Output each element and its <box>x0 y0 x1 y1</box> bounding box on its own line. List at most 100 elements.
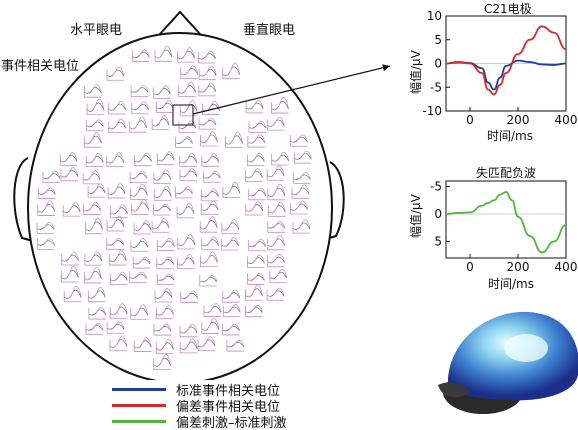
c21-xtick-label: 200 <box>507 113 530 127</box>
electrode-miniplot <box>106 238 125 250</box>
electrode-miniplot <box>134 152 152 167</box>
electrode-miniplot <box>177 234 196 250</box>
legend-swatch-standard <box>112 388 166 391</box>
mmn-ytick-label: 5 <box>434 235 442 249</box>
mmn-ytick-label: -5 <box>430 180 442 194</box>
left-ear <box>13 157 45 245</box>
electrode-miniplot <box>106 152 125 167</box>
electrode-miniplot <box>133 220 152 235</box>
electrode-miniplot <box>130 304 149 320</box>
electrode-miniplot <box>86 119 104 132</box>
electrode-miniplot <box>222 181 241 199</box>
electrode-miniplot <box>222 289 241 303</box>
electrode-miniplot <box>84 267 102 284</box>
electrode-miniplot <box>108 118 127 133</box>
electrode-miniplot <box>267 183 286 201</box>
electrode-miniplot <box>292 172 311 185</box>
electrode-miniplot <box>109 335 128 352</box>
electrode-miniplot <box>154 45 173 62</box>
label-erp: 事件相关电位 <box>1 59 80 74</box>
electrode-miniplot <box>131 101 150 115</box>
nose <box>159 10 201 35</box>
legend-swatch-deviant <box>112 404 166 407</box>
electrode-miniplot <box>248 238 267 252</box>
electrode-miniplot <box>83 84 102 98</box>
electrode-miniplot <box>245 168 263 183</box>
c21-ytick-label: -10 <box>422 104 442 118</box>
electrode-miniplot <box>267 254 285 268</box>
electrode-miniplot <box>151 115 170 131</box>
electrode-miniplot <box>290 200 308 215</box>
electrode-miniplot <box>179 338 198 354</box>
electrode-miniplot <box>153 185 172 202</box>
c21-xtick-label: 400 <box>555 113 578 127</box>
mmn-xtick-label: 200 <box>507 260 530 274</box>
c21-ytick-label: 0 <box>434 57 442 71</box>
legend-label: 标准事件相关电位 <box>176 384 281 399</box>
electrode-miniplot <box>198 50 216 64</box>
electrode-miniplot <box>247 134 266 148</box>
electrode-miniplot <box>88 307 107 320</box>
electrode-miniplot <box>201 153 220 167</box>
electrode-miniplot <box>153 323 172 336</box>
c21-chart-title: C21电极 <box>484 2 532 16</box>
electrode-miniplot <box>62 202 81 217</box>
electrode-miniplot <box>156 256 175 270</box>
label-horizontal-eog: 水平眼电 <box>70 23 123 38</box>
electrode-miniplot <box>222 323 240 336</box>
label-vertical-eog: 垂直眼电 <box>243 23 296 38</box>
mmn-chart-title: 失匹配负波 <box>476 166 537 180</box>
electrode-miniplot <box>153 85 171 99</box>
electrode-miniplot <box>226 340 245 352</box>
mmn-ylabel: 幅值/μV <box>409 194 423 238</box>
legend: 标准事件相关电位 偏差事件相关电位 偏差刺激–标准刺激 <box>112 380 372 430</box>
electrode-miniplot <box>83 132 102 148</box>
electrode-miniplot <box>154 288 173 303</box>
topography-3d <box>438 311 578 414</box>
electrode-miniplot <box>245 284 263 301</box>
electrode-miniplot <box>200 200 219 215</box>
mmn-plot-frame <box>445 180 567 259</box>
electrode-miniplot <box>248 120 267 133</box>
selected-electrode-box <box>172 104 194 126</box>
mmn-series-line-0 <box>445 191 567 254</box>
electrode-miniplot <box>63 285 82 303</box>
electrode-miniplot <box>106 321 125 334</box>
electrode-miniplot <box>266 116 285 131</box>
electrode-miniplot <box>37 238 55 250</box>
electrode-miniplot <box>179 152 198 168</box>
electrode-miniplot <box>59 152 78 166</box>
electrode-miniplot <box>153 169 172 185</box>
electrode-miniplot <box>201 317 220 334</box>
electrode-miniplot <box>248 187 267 201</box>
electrode-miniplot <box>267 221 286 233</box>
c21-xlabel: 时间/ms <box>487 129 533 143</box>
electrode-miniplot <box>37 187 56 199</box>
electrode-miniplot <box>129 116 148 133</box>
electrode-miniplot <box>245 201 264 216</box>
electrode-miniplot <box>293 150 312 164</box>
electrode-miniplot <box>130 85 149 97</box>
electrode-miniplot <box>291 184 310 199</box>
c21-ytick-label: 5 <box>434 33 442 47</box>
electrode-miniplot <box>176 202 195 219</box>
electrode-miniplot <box>156 151 175 166</box>
electrode-miniplot <box>106 215 125 232</box>
electrode-miniplot <box>37 200 56 216</box>
electrode-miniplot <box>87 183 106 198</box>
electrode-miniplot <box>267 202 286 217</box>
electrode-miniplot <box>202 171 221 183</box>
electrode-miniplot <box>85 153 104 168</box>
electrode-miniplot <box>86 98 105 115</box>
electrode-miniplot <box>85 217 103 235</box>
electrode-miniplot <box>42 171 61 184</box>
electrode-miniplot <box>198 117 217 130</box>
electrode-miniplot <box>200 251 218 267</box>
electrode-miniplot <box>175 136 193 149</box>
electrode-miniplot <box>203 303 222 317</box>
electrode-miniplot <box>176 254 195 270</box>
electrode-miniplot <box>177 47 195 63</box>
electrode-miniplot <box>199 216 218 233</box>
